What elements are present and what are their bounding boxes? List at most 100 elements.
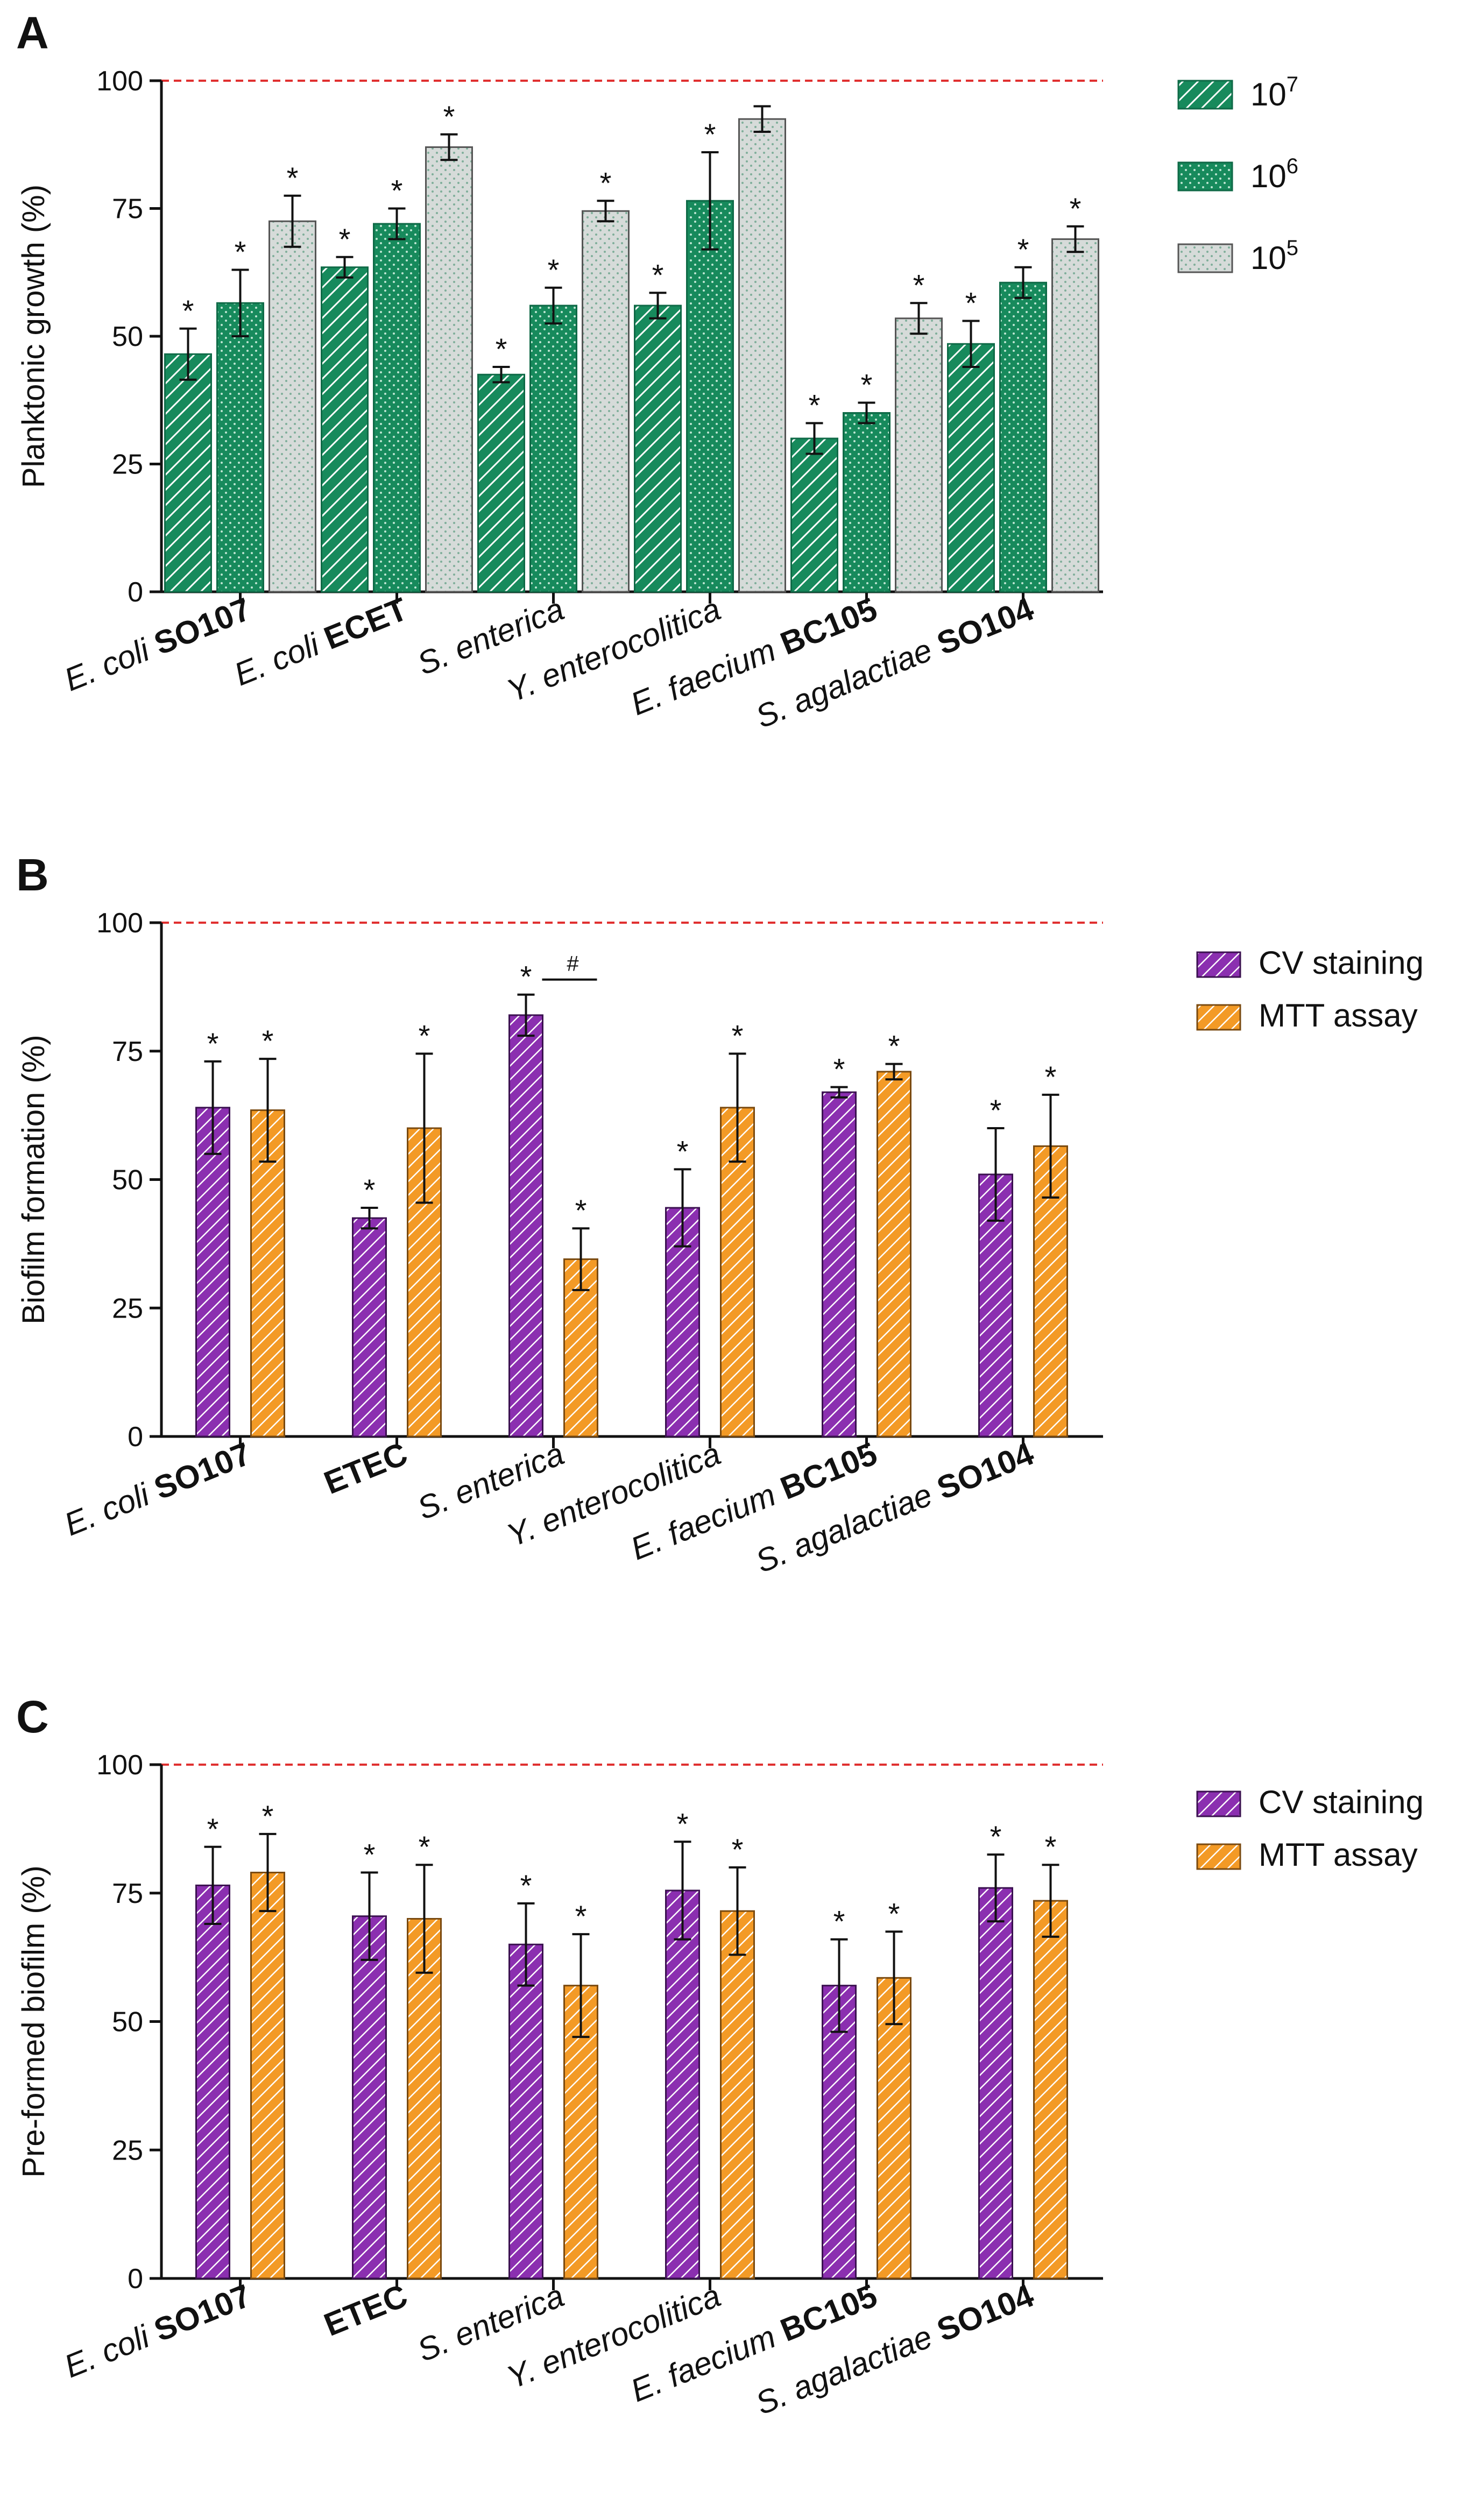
significance-asterisk: * bbox=[339, 222, 351, 256]
bar bbox=[720, 1910, 755, 2280]
legend-label-base: 10 bbox=[1250, 158, 1287, 194]
y-tick-label: 75 bbox=[112, 1878, 143, 1909]
legend-label: MTT assay bbox=[1259, 1837, 1418, 1873]
category-bold: BC105 bbox=[775, 591, 882, 662]
y-tick-label: 50 bbox=[112, 321, 143, 352]
significance-asterisk: * bbox=[1045, 1830, 1057, 1864]
significance-asterisk: * bbox=[575, 1899, 587, 1933]
category-label: E. coli SO107 bbox=[59, 1435, 256, 1543]
category-label: E. coli SO107 bbox=[59, 2277, 256, 2385]
significance-asterisk: * bbox=[182, 294, 194, 328]
significance-asterisk: * bbox=[677, 1134, 689, 1168]
category-bold: ETEC bbox=[319, 2277, 412, 2343]
significance-asterisk: * bbox=[207, 1812, 219, 1846]
legend-swatch bbox=[1177, 243, 1233, 273]
y-axis-label: Biofilm formation (%) bbox=[16, 1035, 51, 1324]
y-tick-label: 25 bbox=[112, 1293, 143, 1324]
significance-asterisk: * bbox=[262, 1799, 274, 1833]
legend-label: 106 bbox=[1250, 154, 1298, 194]
bar bbox=[216, 302, 264, 593]
bar bbox=[1033, 1900, 1068, 2280]
y-tick-label: 50 bbox=[112, 2007, 143, 2038]
panel-C: C 0 25 50 75 100 Pre-formed biofilm (%) * * E. co… bbox=[16, 1691, 1424, 2422]
significance-asterisk: * bbox=[496, 332, 507, 366]
category-bold: SO107 bbox=[149, 591, 256, 662]
legend-swatch bbox=[1196, 1790, 1241, 1817]
significance-asterisk: * bbox=[364, 1838, 376, 1872]
y-tick-label: 25 bbox=[112, 2135, 143, 2166]
category-bold: ETEC bbox=[319, 1435, 412, 1501]
legend-label: 107 bbox=[1250, 73, 1298, 112]
legend-label-base: 10 bbox=[1250, 240, 1287, 276]
category-label: S. agalactiae SO104 bbox=[751, 2277, 1039, 2422]
bar bbox=[477, 373, 525, 593]
bar bbox=[529, 305, 577, 593]
category-label: S. agalactiae SO104 bbox=[751, 591, 1039, 735]
significance-asterisk: * bbox=[419, 1019, 430, 1053]
bar bbox=[508, 1014, 543, 1438]
category-bold: SO104 bbox=[932, 2277, 1039, 2348]
category-italic: E. coli bbox=[59, 1473, 162, 1543]
legend-label-base: CV staining bbox=[1259, 945, 1424, 981]
legend-label-base: MTT assay bbox=[1259, 1837, 1418, 1873]
significance-asterisk: * bbox=[235, 235, 246, 269]
bar bbox=[321, 266, 369, 593]
significance-asterisk: * bbox=[965, 286, 977, 320]
bar bbox=[978, 1887, 1013, 2280]
y-tick-label: 50 bbox=[112, 1165, 143, 1196]
significance-asterisk: * bbox=[913, 268, 925, 302]
legend-label-sup: 6 bbox=[1287, 154, 1298, 178]
bar bbox=[508, 1943, 543, 2280]
legend-label-base: MTT assay bbox=[1259, 997, 1418, 1034]
significance-asterisk: * bbox=[732, 1019, 744, 1053]
category-bold: SO104 bbox=[932, 1435, 1039, 1506]
significance-asterisk: * bbox=[833, 1905, 845, 1938]
significance-asterisk: * bbox=[600, 166, 612, 200]
category-bold: BC105 bbox=[775, 2277, 882, 2348]
significance-asterisk: * bbox=[1070, 192, 1082, 225]
bar bbox=[195, 1884, 230, 2280]
category-label: E. coli ECET bbox=[229, 591, 412, 693]
significance-asterisk: * bbox=[833, 1052, 845, 1086]
category-bold: SO107 bbox=[149, 2277, 256, 2348]
significance-asterisk: * bbox=[391, 174, 403, 208]
significance-asterisk: * bbox=[1017, 232, 1029, 266]
bar bbox=[738, 118, 786, 593]
bar bbox=[164, 353, 212, 593]
y-tick-label: 75 bbox=[112, 1036, 143, 1067]
category-label: ETEC bbox=[319, 1435, 412, 1501]
category-bold: ECET bbox=[319, 591, 412, 656]
legend-label-sup: 7 bbox=[1287, 73, 1298, 96]
significance-asterisk: * bbox=[520, 960, 532, 994]
y-tick-label: 0 bbox=[128, 1421, 143, 1453]
bar bbox=[582, 210, 630, 593]
significance-asterisk: * bbox=[888, 1029, 900, 1063]
bar bbox=[634, 305, 682, 593]
hash-marker: # bbox=[567, 952, 579, 976]
category-italic: E. coli bbox=[229, 623, 333, 693]
legend-swatch bbox=[1177, 80, 1233, 110]
significance-asterisk: * bbox=[809, 388, 821, 422]
bar bbox=[425, 146, 473, 593]
legend-swatch bbox=[1177, 161, 1233, 192]
bar bbox=[822, 1985, 857, 2280]
legend-swatch bbox=[1196, 951, 1241, 978]
significance-asterisk: * bbox=[520, 1868, 532, 1902]
bar bbox=[665, 1889, 700, 2280]
significance-asterisk: * bbox=[704, 117, 716, 151]
legend-label: CV staining bbox=[1259, 1784, 1424, 1820]
legend-swatch bbox=[1196, 1004, 1241, 1031]
bar bbox=[250, 1872, 285, 2280]
legend-label: MTT assay bbox=[1259, 997, 1418, 1034]
legend-swatch bbox=[1196, 1843, 1241, 1870]
bar bbox=[790, 437, 838, 593]
category-bold: BC105 bbox=[775, 1435, 882, 1506]
bar bbox=[843, 412, 891, 593]
bar bbox=[373, 223, 421, 593]
significance-asterisk: * bbox=[443, 100, 455, 133]
panel-letter: A bbox=[16, 8, 49, 58]
bar bbox=[1051, 238, 1099, 593]
panel-B: B 0 25 50 75 100 Biofilm formation (%) * * E. col… bbox=[16, 850, 1424, 1580]
